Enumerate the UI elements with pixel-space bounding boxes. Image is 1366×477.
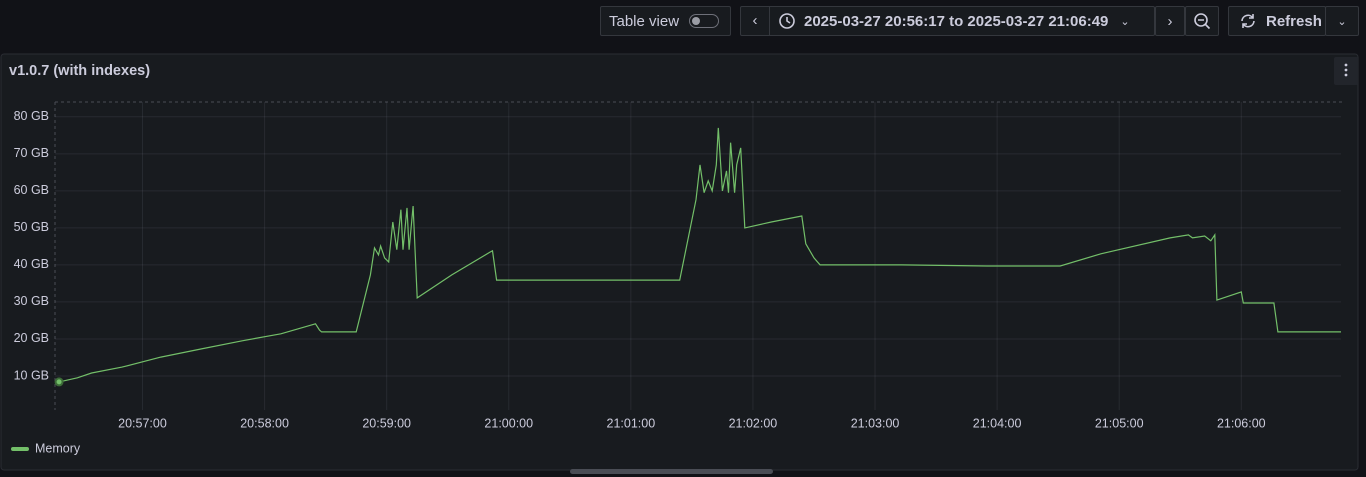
- time-picker[interactable]: ‹ 2025-03-27 20:56:17 to 2025-03-27 21:0…: [740, 6, 1155, 36]
- time-range: 2025-03-27 20:56:17 to 2025-03-27 21:06:…: [804, 12, 1109, 30]
- point: [54, 377, 64, 387]
- y-tick-label: 30 GB: [14, 294, 49, 308]
- scrollbar[interactable]: [570, 469, 773, 474]
- refresh-icon: [1241, 14, 1255, 28]
- x-tick-label: 21:06:00: [1217, 416, 1266, 430]
- x-tick-label: 21:01:00: [607, 416, 656, 430]
- x-tick-label: 21:03:00: [851, 416, 900, 430]
- switch: [689, 14, 720, 28]
- prev-button[interactable]: ‹: [741, 7, 770, 35]
- table-view-toggle[interactable]: Table view: [600, 6, 731, 36]
- y-tick-label: 70 GB: [14, 146, 49, 160]
- legend-label: Memory: [35, 441, 81, 455]
- menu-dot: [1344, 68, 1348, 72]
- refresh-label: Refresh: [1266, 12, 1322, 30]
- x-tick-label: 21:05:00: [1095, 416, 1144, 430]
- y-tick-label: 60 GB: [14, 183, 49, 197]
- next-button[interactable]: ›: [1155, 6, 1185, 36]
- y-tick-label: 20 GB: [14, 331, 49, 345]
- x-tick-label: 21:00:00: [484, 416, 533, 430]
- menu-dot: [1344, 73, 1348, 77]
- x-tick-label: 20:59:00: [362, 416, 411, 430]
- table-view-label: Table view: [609, 12, 680, 30]
- x-tick-label: 21:04:00: [973, 416, 1022, 430]
- y-tick-label: 50 GB: [14, 220, 49, 234]
- y-tick-label: 40 GB: [14, 257, 49, 271]
- panel-title: v1.0.7 (with indexes): [9, 63, 150, 79]
- clock-icon: [779, 13, 795, 29]
- zoom-icon: [1194, 13, 1211, 30]
- x-tick-label: 20:57:00: [118, 416, 167, 430]
- zoom-out-button[interactable]: [1185, 6, 1219, 36]
- y-tick-label: 10 GB: [14, 368, 49, 382]
- refresh-interval[interactable]: ⌄: [1325, 6, 1359, 36]
- x-tick-label: 21:02:00: [729, 416, 778, 430]
- refresh-button[interactable]: Refresh: [1228, 6, 1326, 36]
- dropdown-caret: ⌄: [1120, 15, 1130, 28]
- menu-dot: [1344, 63, 1348, 67]
- x-tick-label: 20:58:00: [240, 416, 289, 430]
- y-tick-label: 80 GB: [14, 109, 49, 123]
- series-line: [58, 127, 1341, 383]
